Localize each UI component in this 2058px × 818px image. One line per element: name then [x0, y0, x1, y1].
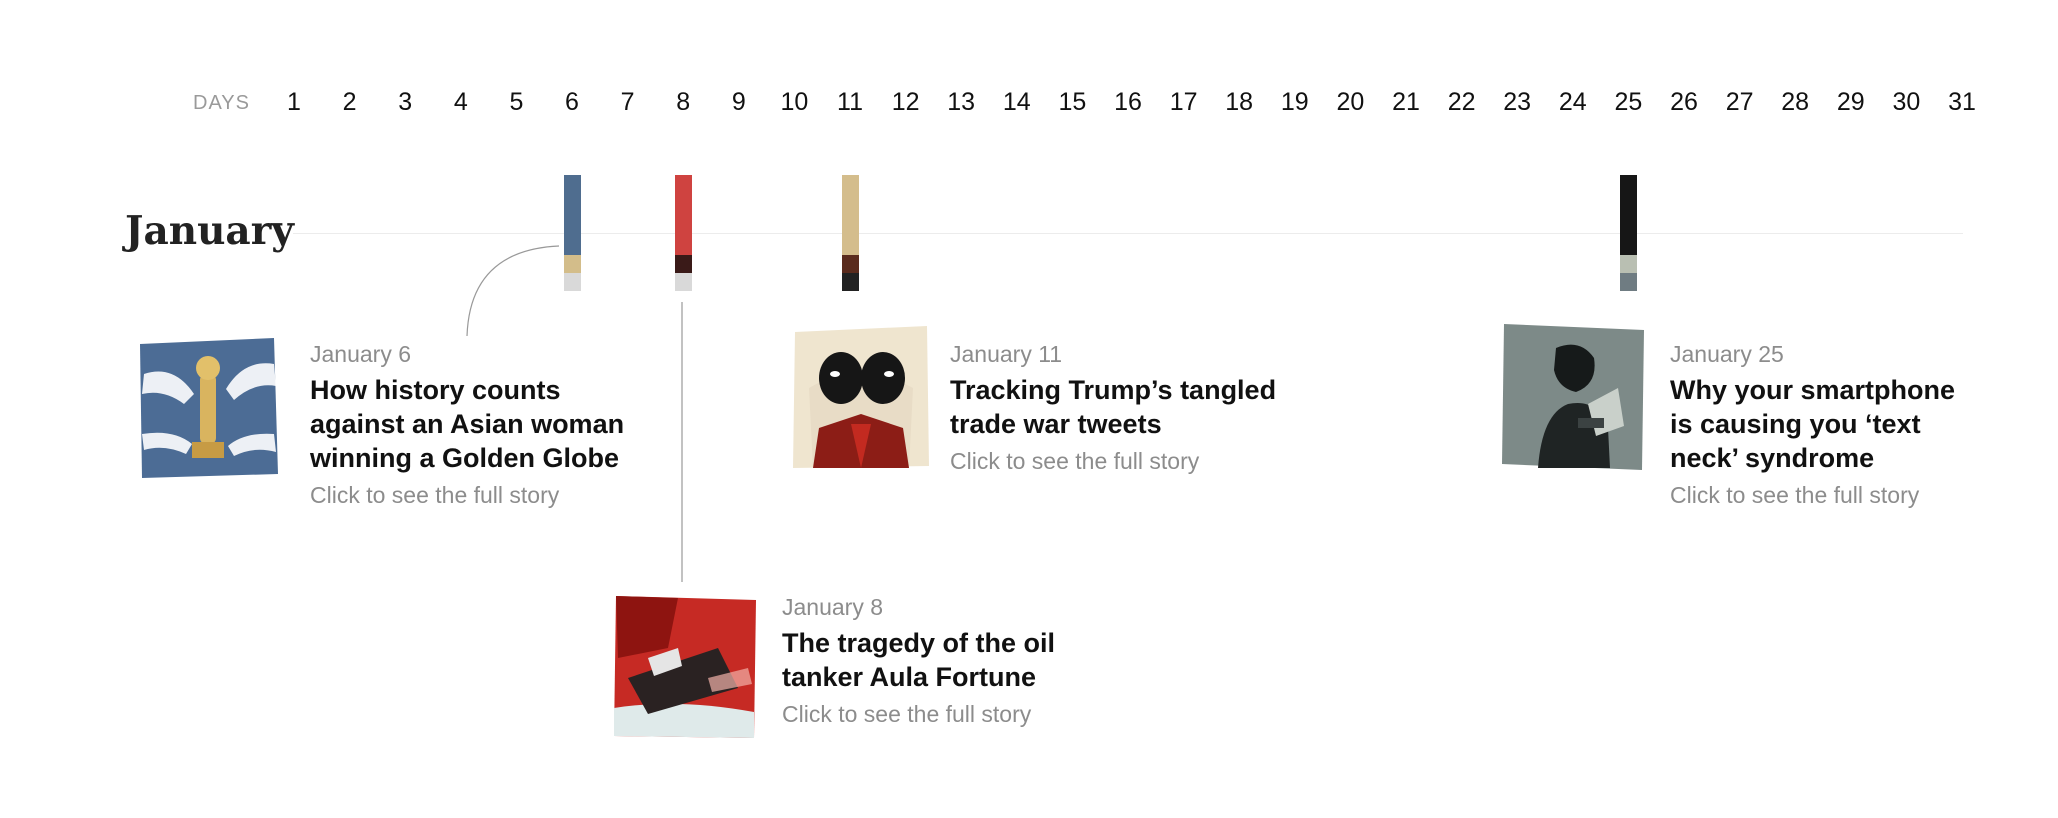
story-title-line: against an Asian woman — [310, 409, 625, 439]
day-tick-label: 12 — [891, 88, 920, 116]
story-title-line: winning a Golden Globe — [310, 443, 619, 473]
day-tick-label: 23 — [1503, 88, 1532, 116]
story-date: January 6 — [310, 341, 412, 367]
marker-segment — [842, 273, 859, 291]
marker-segment — [1620, 255, 1638, 273]
masked-face-illustration-icon — [793, 326, 929, 468]
marker-segment — [842, 175, 859, 255]
marker-segment — [675, 273, 693, 291]
day-tick-label: 24 — [1558, 88, 1587, 116]
marker-segment — [675, 255, 693, 273]
story-title-line: trade war tweets — [950, 409, 1162, 439]
marker-segment — [1620, 175, 1638, 255]
story-card-jan6[interactable]: January 6 How history counts against an … — [310, 341, 624, 509]
day-tick-label: 30 — [1892, 88, 1921, 116]
month-label: January — [125, 208, 294, 254]
story-title-line: The tragedy of the oil — [782, 628, 1056, 658]
day-tick-label: 6 — [565, 88, 579, 116]
day-tick-label: 11 — [837, 88, 863, 116]
day-tick-label: 22 — [1447, 88, 1476, 116]
day-tick-label: 28 — [1781, 88, 1810, 116]
smartphone-user-illustration-icon — [1502, 324, 1644, 470]
day-tick-label: 21 — [1392, 88, 1420, 116]
story-card-jan8[interactable]: January 8 The tragedy of the oil tanker … — [782, 594, 1055, 728]
day-tick-label: 10 — [780, 88, 809, 116]
day-tick-label: 2 — [342, 88, 357, 116]
full-story-link[interactable]: Click to see the full story — [1670, 482, 1920, 508]
story-thumbnail-jan11[interactable] — [789, 318, 933, 472]
story-marker-day-8[interactable] — [675, 175, 693, 291]
full-story-link[interactable]: Click to see the full story — [950, 448, 1200, 474]
day-tick-label: 19 — [1280, 88, 1309, 116]
story-card-jan25[interactable]: January 25 Why your smartphone is causin… — [1670, 341, 1955, 509]
day-tick-label: 14 — [1002, 88, 1031, 116]
story-title-line: Why your smartphone — [1670, 375, 1956, 405]
story-thumbnail-jan8[interactable] — [608, 588, 760, 744]
day-tick-label: 18 — [1225, 88, 1254, 116]
day-tick-label: 29 — [1836, 88, 1865, 116]
story-thumbnail-jan6[interactable] — [134, 334, 282, 482]
story-date: January 11 — [950, 341, 1063, 367]
day-tick-label: 15 — [1058, 88, 1087, 116]
full-story-link[interactable]: Click to see the full story — [782, 701, 1032, 727]
day-tick-label: 17 — [1169, 88, 1198, 116]
day-tick-label: 25 — [1614, 88, 1643, 116]
story-card-jan11[interactable]: January 11 Tracking Trump’s tangled trad… — [950, 341, 1276, 475]
day-tick-label: 3 — [398, 88, 413, 116]
story-title[interactable]: Tracking Trump’s tangled trade war tweet… — [950, 373, 1276, 441]
story-marker-day-11[interactable] — [842, 175, 859, 291]
day-tick-label: 27 — [1725, 88, 1754, 116]
day-tick-label: 20 — [1336, 88, 1365, 116]
day-tick-label: 26 — [1670, 88, 1698, 116]
story-marker-day-25[interactable] — [1620, 175, 1638, 291]
marker-segment — [564, 175, 581, 255]
story-title-line: is causing you ‘text — [1670, 409, 1921, 439]
timeline-baseline — [293, 233, 1963, 234]
connector-jan6 — [466, 245, 560, 337]
day-tick-label: 1 — [287, 88, 301, 116]
story-title[interactable]: Why your smartphone is causing you ‘text… — [1670, 373, 1955, 475]
story-date: January 8 — [782, 594, 884, 620]
day-tick-label: 7 — [620, 88, 635, 116]
day-tick-label: 31 — [1948, 88, 1976, 116]
story-title-line: tanker Aula Fortune — [782, 662, 1037, 692]
day-tick-label: 13 — [947, 88, 976, 116]
story-title-line: neck’ syndrome — [1670, 443, 1875, 473]
day-tick-label: 16 — [1114, 88, 1142, 116]
day-tick-label: 8 — [676, 88, 691, 116]
story-title-line: Tracking Trump’s tangled — [950, 375, 1277, 405]
marker-segment — [1620, 273, 1638, 291]
story-marker-day-6[interactable] — [564, 175, 581, 291]
marker-segment — [675, 175, 693, 255]
day-tick-label: 4 — [453, 88, 468, 116]
marker-segment — [842, 255, 859, 273]
story-title[interactable]: The tragedy of the oil tanker Aula Fortu… — [782, 626, 1055, 694]
story-thumbnail-jan25[interactable] — [1498, 318, 1648, 474]
marker-segment — [564, 273, 581, 291]
days-axis-label: DAYS — [193, 92, 250, 114]
marker-segment — [564, 255, 581, 273]
story-date: January 25 — [1670, 341, 1784, 367]
day-tick-label: 9 — [731, 88, 746, 116]
golden-globe-illustration-icon — [140, 338, 278, 478]
story-title-line: How history counts — [310, 375, 561, 405]
full-story-link[interactable]: Click to see the full story — [310, 482, 560, 508]
story-title[interactable]: How history counts against an Asian woma… — [310, 373, 624, 475]
day-tick-label: 5 — [509, 88, 524, 116]
sinking-tanker-illustration-icon — [614, 596, 756, 738]
